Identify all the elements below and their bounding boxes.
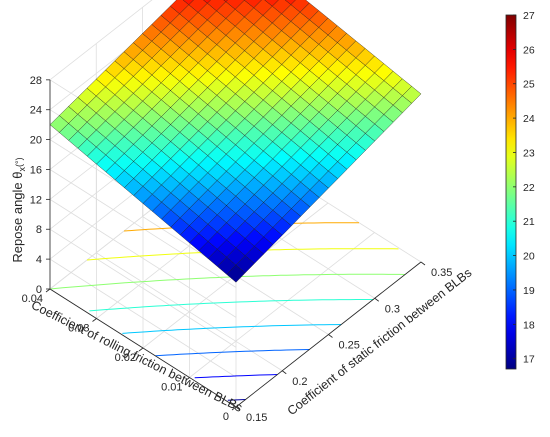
contour-line <box>156 350 310 356</box>
z-tick-label: 4 <box>36 254 42 266</box>
colorbar-tick-label: 18 <box>523 319 535 331</box>
x-tick-label: 0.15 <box>246 412 267 424</box>
y-tick-label: 0 <box>223 411 229 423</box>
x-tick-label: 0.3 <box>385 303 400 315</box>
z-tick-label: 16 <box>30 164 42 176</box>
colorbar-tick-label: 21 <box>523 216 535 228</box>
y-tick-mark <box>46 289 50 292</box>
colorbar-tick-label: 24 <box>523 113 535 125</box>
colorbar-tick-label: 25 <box>523 79 535 91</box>
colorbar-tick-label: 27 <box>523 10 535 22</box>
contour-line <box>89 300 373 311</box>
colorbar: 17 18 19 20 21 22 23 24 25 26 27 <box>506 10 535 369</box>
x-tick-label: 0.35 <box>431 267 452 279</box>
z-axis-label-unit: (°) <box>14 157 24 167</box>
x-tick-mark <box>375 298 379 301</box>
colorbar-tick-label: 19 <box>523 285 535 297</box>
x-axis-label: Coefficient of static friction between B… <box>285 266 475 418</box>
z-tick-label: 12 <box>30 194 42 206</box>
x-tick-label: 0.2 <box>292 376 307 388</box>
x-tick-mark <box>421 262 425 265</box>
colorbar-tick-label: 23 <box>523 147 535 159</box>
z-tick-label: 24 <box>30 105 42 117</box>
colorbar-gradient <box>506 15 516 369</box>
z-axis-label: Repose angle θx(°) <box>10 157 27 262</box>
colorbar-tick-label: 20 <box>523 251 535 263</box>
z-tick-label: 8 <box>36 224 42 236</box>
colorbar-tick-label: 26 <box>523 44 535 56</box>
colorbar-tick-label: 22 <box>523 182 535 194</box>
z-tick-label: 0 <box>36 284 42 296</box>
z-tick-label: 28 <box>30 75 42 87</box>
x-tick-mark <box>329 335 333 338</box>
y-tick-mark <box>93 319 97 322</box>
colorbar-tick-label: 17 <box>523 354 535 366</box>
y-axis-label: Coefficient of rolling friction between … <box>29 298 245 415</box>
z-axis-label-main: Repose angle θ <box>10 172 25 263</box>
x-tick-mark <box>282 371 286 374</box>
z-tick-label: 20 <box>30 135 42 147</box>
